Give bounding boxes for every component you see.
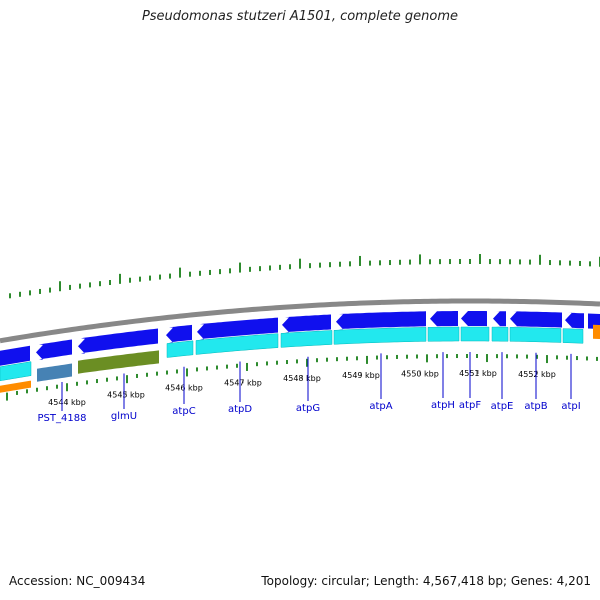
cds-segment xyxy=(509,327,562,343)
forward-gene-arrow xyxy=(0,345,30,366)
cds-segment xyxy=(427,326,460,342)
gene-label-atpc[interactable]: atpC xyxy=(172,406,195,417)
ruler-tick-label: 4545 kbp xyxy=(107,390,145,399)
gene-label-atpi[interactable]: atpI xyxy=(561,401,580,412)
feature-block xyxy=(37,363,72,382)
ruler-tick-label: 4551 kbp xyxy=(459,369,497,378)
gene-label-pst-4188[interactable]: PST_4188 xyxy=(38,413,87,424)
forward-gene-arrow xyxy=(565,312,584,329)
feature-block xyxy=(0,380,31,393)
gene-label-atpb[interactable]: atpB xyxy=(524,401,547,412)
cds-segment xyxy=(195,333,279,355)
backbone-line xyxy=(0,298,600,344)
forward-gene-arrow xyxy=(36,339,72,360)
ruler-tick-label: 4549 kbp xyxy=(342,371,380,380)
cds-segment xyxy=(166,340,194,358)
forward-gene-arrow xyxy=(166,324,192,343)
ruler-tick-label: 4552 kbp xyxy=(518,370,556,379)
feature-block xyxy=(78,350,159,374)
feature-track xyxy=(0,324,600,393)
gene-label-atpf[interactable]: atpF xyxy=(459,400,481,411)
forward-gene-arrow xyxy=(197,317,278,340)
cds-segment xyxy=(333,327,427,345)
cds-segment xyxy=(460,326,490,342)
gene-labels: PST_4188 glmU atpC atpD atpG atpA atpH atpF atpE… xyxy=(38,352,581,424)
gene-label-atpe[interactable]: atpE xyxy=(491,401,514,412)
forward-gene-arrow xyxy=(430,311,458,327)
forward-gene-arrow xyxy=(510,311,562,328)
backbone-track xyxy=(0,298,600,344)
ruler-tick-label: 4544 kbp xyxy=(48,398,86,407)
genome-summary: Topology: circular; Length: 4,567,418 bp… xyxy=(261,574,591,588)
forward-gene-arrow xyxy=(336,311,426,330)
cds-segment xyxy=(0,361,32,382)
forward-gene-track xyxy=(0,311,600,366)
forward-gene-arrow xyxy=(461,311,487,327)
gene-label-atpd[interactable]: atpD xyxy=(228,404,252,415)
ruler-tick-label: 4547 kbp xyxy=(224,378,262,387)
gene-label-atpa[interactable]: atpA xyxy=(369,401,392,412)
forward-gene-arrow xyxy=(78,328,158,354)
ruler-tick-label: 4550 kbp xyxy=(401,369,439,378)
feature-block xyxy=(593,324,600,339)
cds-segment xyxy=(562,328,584,344)
forward-gene-arrow xyxy=(282,314,331,333)
gene-label-atpg[interactable]: atpG xyxy=(296,403,320,414)
cds-segment xyxy=(491,326,509,342)
forward-gene-arrow xyxy=(493,311,506,327)
accession-text: Accession: NC_009434 xyxy=(9,574,146,588)
gc-skew-track xyxy=(6,254,600,401)
map-title: Pseudomonas stutzeri A1501, complete gen… xyxy=(141,9,459,24)
cds-segment xyxy=(280,330,333,348)
ruler-tick-label: 4548 kbp xyxy=(283,374,321,383)
gene-label-glmu[interactable]: glmU xyxy=(111,411,137,422)
cds-track xyxy=(0,326,584,382)
gene-label-atph[interactable]: atpH xyxy=(431,400,455,411)
